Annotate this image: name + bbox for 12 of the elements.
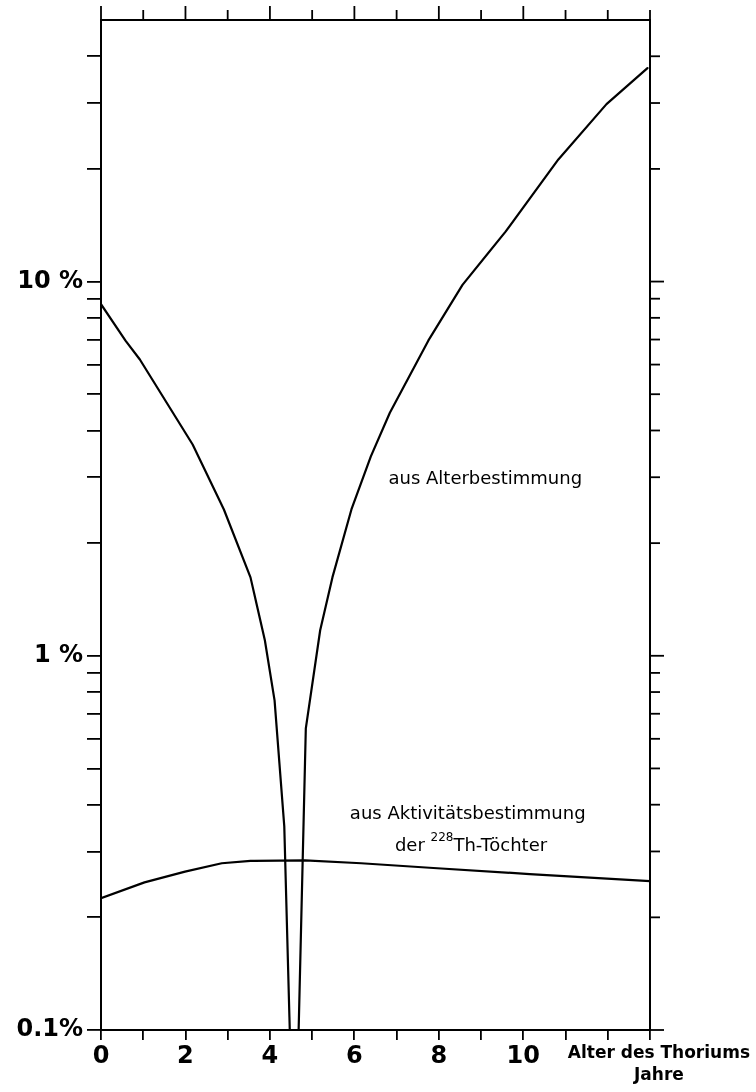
x-axis-title: Alter des Thoriums Jahre [567,1042,750,1085]
y-tick-label: 0.1% [16,1014,83,1043]
annotation: aus Alterbestimmung [388,467,583,489]
x-tick-label: 6 [346,1040,363,1069]
x-tick-label: 4 [261,1040,279,1069]
x-tick-label: 2 [177,1040,194,1069]
x-tick-label: 8 [430,1040,448,1069]
annotation: aus Aktivitätsbestimmung [349,801,586,823]
y-tick-label: 10 % [17,265,83,294]
x-tick-label: 0 [92,1040,110,1069]
x-tick-label: 10 [506,1040,541,1069]
y-tick-label: 1 % [33,640,83,669]
